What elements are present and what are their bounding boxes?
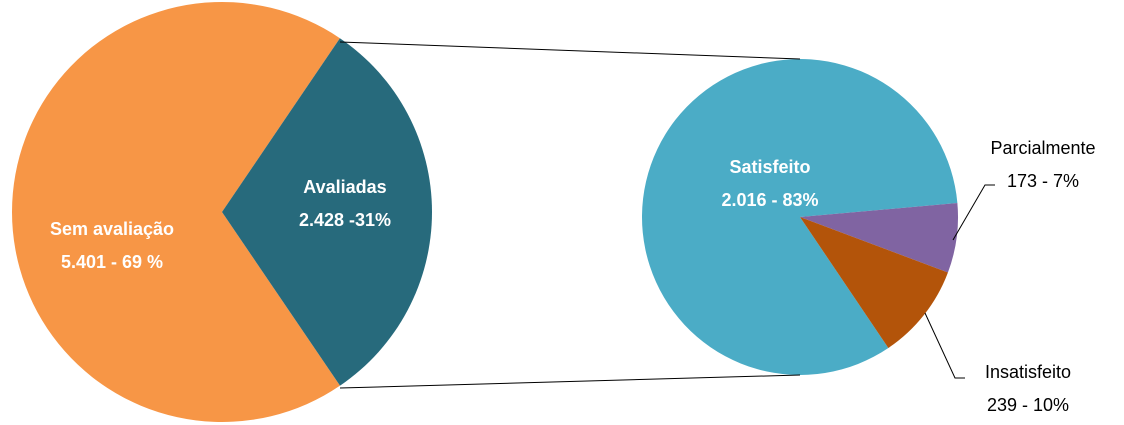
- pie-slice: [800, 217, 948, 348]
- slice-value-label: 2.428 -31%: [299, 210, 391, 230]
- slice-label: Parcialmente: [990, 138, 1095, 158]
- leader-line: [952, 184, 995, 241]
- connector-line: [339, 41, 801, 60]
- slice-label: Avaliadas: [303, 177, 386, 197]
- pie-slice: [642, 58, 958, 376]
- pie-slice: [800, 202, 958, 273]
- slice-value-label: 5.401 - 69 %: [61, 252, 163, 272]
- slice-label: Insatisfeito: [985, 362, 1071, 382]
- slice-value-label: 239 - 10%: [987, 395, 1069, 415]
- pie-slice: [222, 38, 432, 386]
- slice-label: Sem avaliação: [50, 219, 174, 239]
- connector-line: [339, 374, 801, 389]
- pie-slice: [12, 2, 341, 422]
- slice-value-label: 173 - 7%: [1007, 171, 1079, 191]
- slice-label: Satisfeito: [729, 157, 810, 177]
- slice-value-label: 2.016 - 83%: [721, 190, 818, 210]
- leader-line: [924, 312, 965, 379]
